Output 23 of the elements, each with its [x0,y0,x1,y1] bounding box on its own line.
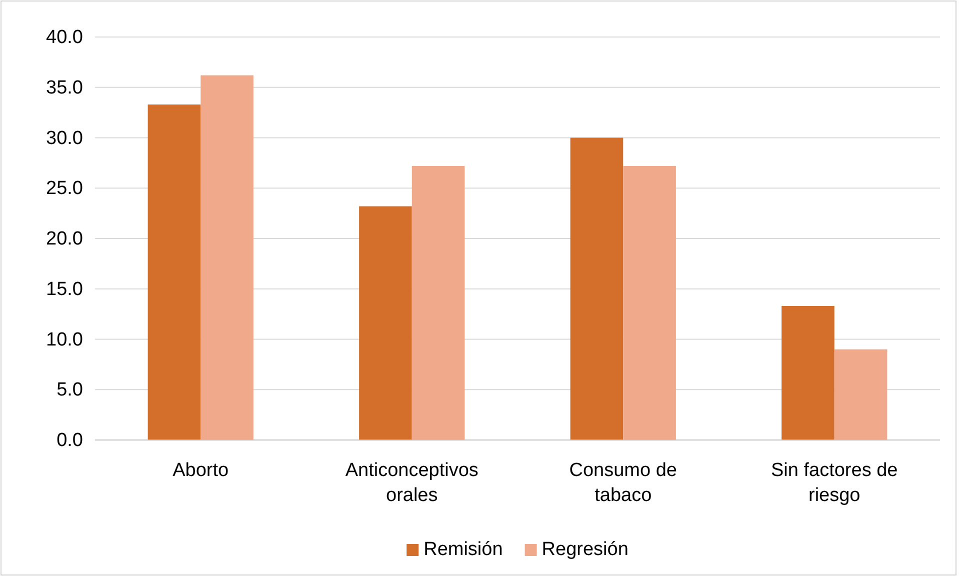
bar [200,75,254,440]
y-tick-label: 5.0 [56,380,83,401]
y-tick-label: 40.0 [46,27,83,48]
bar [623,166,676,440]
x-tick-label: Aborto [172,460,229,481]
legend-label: Remisión [424,539,503,560]
y-tick-label: 15.0 [46,278,83,300]
bar [570,138,624,440]
bar [834,349,888,440]
bar [412,166,465,440]
x-tick-label: Consumo de tabaco [569,460,677,506]
y-tick-label: 30.0 [46,128,83,149]
y-tick-label: 35.0 [46,77,83,98]
x-tick-label: Anticonceptivos orales [345,460,478,506]
y-tick-label: 0.0 [56,430,83,452]
bar [782,306,834,440]
bar [359,206,412,440]
legend-label: Regresión [542,539,628,560]
bar [148,104,201,440]
y-tick-label: 25.0 [46,178,83,200]
y-tick-label: 10.0 [46,329,83,350]
y-tick-label: 20.0 [46,228,83,250]
x-tick-label: Sin factores de riesgo [771,460,898,506]
